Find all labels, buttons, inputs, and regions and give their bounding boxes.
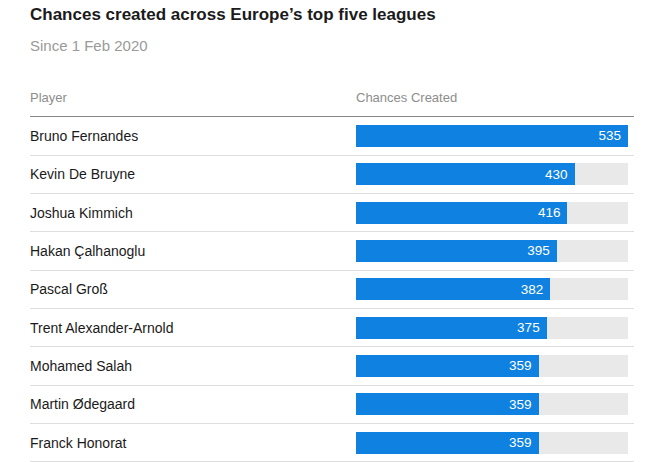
bar-value-label: 416 [538,205,568,220]
table-row: Bruno Fernandes 535 [30,117,634,155]
table-row: Franck Honorat 359 [30,424,634,462]
player-name: Kevin De Bruyne [30,166,135,182]
bar-track: 359 [356,355,628,377]
bar-track: 395 [356,240,628,262]
player-name: Mohamed Salah [30,358,132,374]
table-row: Martin Ødegaard 359 [30,386,634,424]
player-name: Trent Alexander-Arnold [30,320,173,336]
bar-track: 359 [356,393,628,415]
bar-track: 359 [356,432,628,454]
bar-value-label: 359 [509,435,539,450]
chart-title: Chances created across Europe’s top five… [30,0,634,25]
column-header-player: Player [30,90,67,105]
bar-value-label: 430 [545,167,575,182]
player-name: Hakan Çalhanoglu [30,243,145,259]
chart-card: Chances created across Europe’s top five… [0,0,660,462]
bar-track: 416 [356,202,628,224]
bar-value-label: 395 [527,243,557,258]
table-row: Joshua Kimmich 416 [30,194,634,232]
table-body: Bruno Fernandes 535 Kevin De Bruyne 430 … [30,117,634,462]
bar: 395 [356,240,557,262]
bar: 382 [356,278,550,300]
table-row: Pascal Groß 382 [30,271,634,309]
bar: 416 [356,202,567,224]
bar-track: 382 [356,278,628,300]
bar: 359 [356,393,539,415]
bar-value-label: 359 [509,358,539,373]
bar-track: 430 [356,163,628,185]
player-name: Martin Ødegaard [30,396,135,412]
table-header: Player Chances Created [30,90,634,117]
player-name: Franck Honorat [30,435,126,451]
table-row: Hakan Çalhanoglu 395 [30,232,634,270]
column-header-chances: Chances Created [356,90,457,105]
player-name: Pascal Groß [30,281,108,297]
bar: 430 [356,163,575,185]
bar-value-label: 382 [521,282,551,297]
table-row: Kevin De Bruyne 430 [30,156,634,194]
table-row: Mohamed Salah 359 [30,347,634,385]
bar-value-label: 535 [598,128,628,143]
bar: 375 [356,317,547,339]
bar-track: 535 [356,125,628,147]
bar-value-label: 359 [509,397,539,412]
player-name: Bruno Fernandes [30,128,138,144]
bar-chart: Player Chances Created Bruno Fernandes 5… [30,90,634,462]
chart-subtitle: Since 1 Feb 2020 [30,37,634,55]
player-name: Joshua Kimmich [30,205,133,221]
bar: 359 [356,355,539,377]
bar-track: 375 [356,317,628,339]
bar-value-label: 375 [517,320,547,335]
bar: 535 [356,125,628,147]
table-row: Trent Alexander-Arnold 375 [30,309,634,347]
bar: 359 [356,432,539,454]
